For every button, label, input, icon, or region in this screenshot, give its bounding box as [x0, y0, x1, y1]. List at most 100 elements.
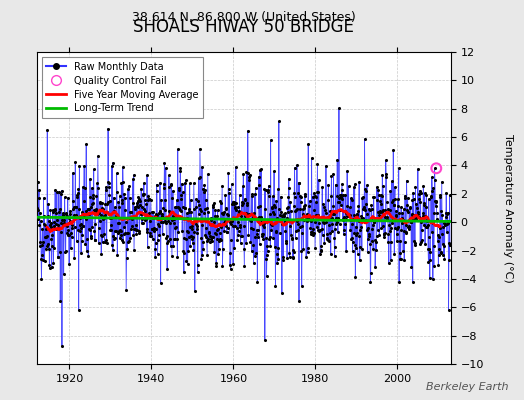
Point: [111, 204, 119, 210]
Point: [435, 246, 443, 253]
Point: [388, 196, 397, 203]
Point: [111, 228, 119, 234]
Point: [397, 204, 405, 210]
Point: [246, 217, 254, 223]
Point: [256, 167, 264, 173]
Point: [199, 186, 208, 193]
Point: [266, 243, 275, 249]
Point: [327, 193, 335, 199]
Point: [237, 199, 246, 206]
Point: [434, 234, 443, 240]
Point: [356, 227, 365, 233]
Point: [296, 193, 304, 199]
Point: [446, 242, 454, 248]
Point: [433, 216, 441, 223]
Point: [259, 230, 267, 237]
Point: [270, 211, 279, 218]
Point: [445, 192, 454, 199]
Point: [64, 232, 72, 238]
Point: [56, 298, 64, 304]
Point: [402, 178, 411, 184]
Point: [323, 236, 331, 242]
Point: [321, 214, 329, 221]
Point: [72, 238, 81, 244]
Point: [444, 218, 452, 224]
Point: [267, 204, 276, 210]
Point: [365, 206, 373, 212]
Point: [96, 199, 104, 206]
Point: [205, 230, 213, 236]
Point: [318, 184, 326, 190]
Point: [196, 174, 204, 180]
Point: [75, 163, 83, 170]
Point: [255, 173, 263, 180]
Point: [182, 258, 190, 264]
Point: [94, 225, 103, 231]
Point: [97, 232, 105, 238]
Point: [223, 211, 232, 217]
Point: [423, 224, 432, 230]
Point: [366, 278, 375, 285]
Point: [156, 208, 165, 215]
Point: [375, 232, 384, 239]
Point: [58, 216, 67, 223]
Point: [370, 215, 379, 222]
Point: [235, 209, 243, 215]
Point: [437, 208, 445, 214]
Point: [325, 238, 333, 244]
Point: [270, 244, 279, 250]
Point: [78, 232, 86, 238]
Point: [105, 184, 113, 191]
Point: [193, 269, 202, 275]
Point: [98, 205, 106, 212]
Point: [417, 219, 425, 225]
Point: [290, 164, 299, 171]
Point: [256, 241, 264, 247]
Point: [396, 256, 404, 262]
Point: [216, 230, 224, 236]
Point: [376, 198, 385, 204]
Point: [244, 128, 252, 134]
Point: [405, 224, 413, 230]
Point: [419, 213, 427, 219]
Point: [429, 243, 438, 249]
Point: [316, 250, 324, 257]
Point: [189, 246, 198, 253]
Point: [118, 164, 127, 170]
Point: [246, 172, 254, 178]
Point: [175, 205, 183, 212]
Point: [74, 186, 83, 192]
Point: [92, 208, 100, 214]
Point: [366, 206, 374, 213]
Point: [37, 218, 45, 224]
Point: [427, 192, 435, 199]
Point: [202, 225, 211, 231]
Point: [52, 226, 60, 233]
Point: [144, 196, 152, 203]
Point: [274, 186, 282, 192]
Point: [160, 218, 169, 224]
Point: [410, 212, 419, 218]
Point: [334, 199, 343, 205]
Point: [414, 196, 423, 202]
Point: [395, 210, 403, 216]
Point: [424, 246, 432, 252]
Point: [154, 237, 162, 243]
Point: [443, 221, 451, 227]
Point: [176, 165, 184, 171]
Point: [407, 218, 415, 225]
Point: [110, 194, 118, 201]
Point: [188, 223, 196, 229]
Point: [40, 258, 49, 264]
Point: [62, 230, 71, 236]
Point: [107, 226, 115, 233]
Point: [198, 221, 206, 228]
Point: [57, 220, 66, 227]
Point: [227, 221, 236, 228]
Point: [82, 208, 90, 214]
Point: [307, 230, 315, 237]
Point: [315, 228, 324, 234]
Point: [62, 210, 71, 216]
Point: [231, 204, 239, 211]
Point: [398, 214, 406, 221]
